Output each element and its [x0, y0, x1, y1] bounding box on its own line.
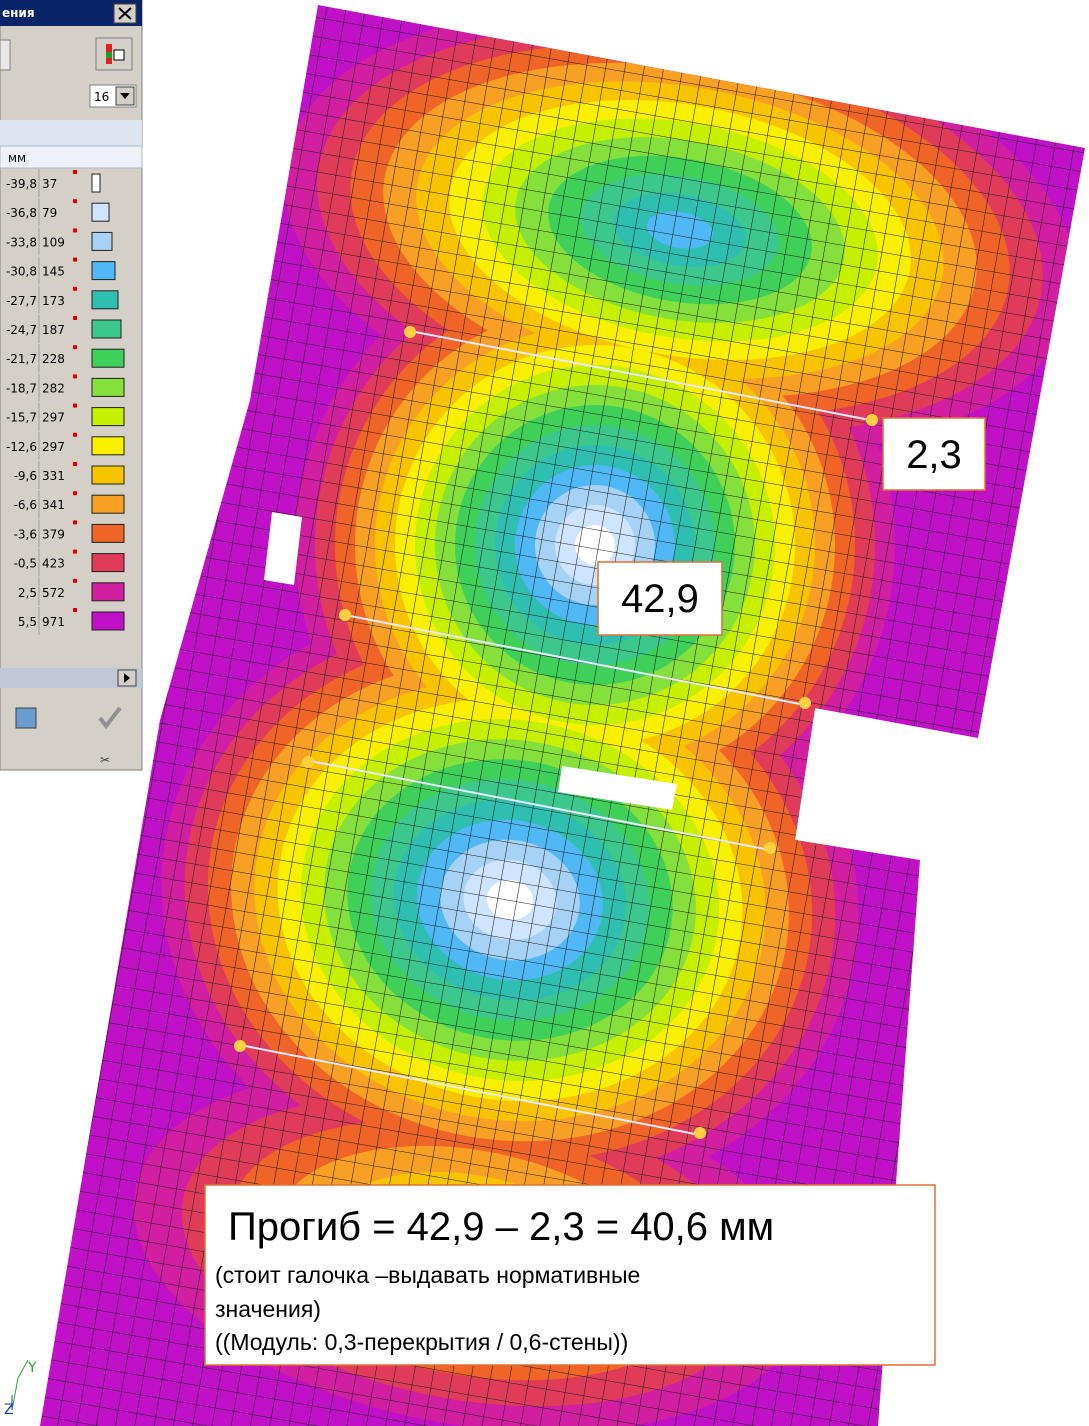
axis-y: Y — [27, 1360, 37, 1376]
legend-count: 297 — [42, 440, 65, 454]
legend-swatch — [92, 408, 124, 426]
legend-count: 297 — [42, 411, 65, 425]
legend-swatch — [92, 437, 124, 455]
legend-swatch — [92, 583, 124, 601]
center-callout: 42,9 — [598, 562, 722, 635]
legend-swatch — [92, 495, 124, 513]
axis-z: Z — [4, 1402, 14, 1418]
legend-marker — [73, 462, 77, 466]
close-button[interactable] — [114, 4, 136, 23]
legend-value: -18,7 — [6, 381, 37, 395]
legend-count: 109 — [42, 235, 65, 249]
legend-value: -3,6 — [14, 527, 37, 541]
legend-swatch — [92, 349, 124, 367]
settings-button[interactable] — [16, 708, 36, 728]
legend-marker — [73, 258, 77, 262]
legend-count: 572 — [42, 586, 65, 600]
button[interactable] — [0, 40, 10, 70]
count-select[interactable]: 16 — [90, 85, 136, 107]
legend-value: -33,8 — [6, 235, 37, 249]
legend-marker — [73, 491, 77, 495]
page: {"window":{"title":"ения","count_select"… — [0, 0, 1089, 1426]
note-line: (стоит галочка –выдавать нормативные — [215, 1262, 640, 1288]
legend-count: 331 — [42, 469, 65, 483]
formula: Прогиб = 42,9 – 2,3 = 40,6 мм — [228, 1205, 774, 1249]
center-value: 42,9 — [621, 577, 699, 621]
legend-swatch — [92, 232, 112, 250]
legend-count: 379 — [42, 527, 65, 541]
legend-value: -30,8 — [6, 265, 37, 279]
legend-value: 5,5 — [18, 615, 37, 629]
legend-count: 423 — [42, 557, 65, 571]
legend-value: -36,8 — [6, 206, 37, 220]
legend-swatch — [92, 320, 121, 338]
axis-marker: Y Z — [4, 1360, 37, 1418]
legend-marker — [73, 228, 77, 232]
legend-marker — [73, 345, 77, 349]
legend-marker — [73, 316, 77, 320]
legend-value: 2,5 — [18, 586, 37, 600]
legend-count: 971 — [42, 615, 65, 629]
legend-marker — [73, 550, 77, 554]
legend-swatch — [92, 174, 100, 192]
support-callout: 2,3 — [883, 418, 985, 490]
legend-value: -15,7 — [6, 411, 37, 425]
legend-marker — [73, 520, 77, 524]
note-callout: Прогиб = 42,9 – 2,3 = 40,6 мм (стоит гал… — [205, 1185, 935, 1365]
legend-value: -12,6 — [6, 440, 37, 454]
legend-count: 187 — [42, 323, 65, 337]
legend-window: ения 16 мм -39,8 37 -36,8 79 -33,8 109 -30,8 14… — [0, 0, 142, 770]
legend-marker — [73, 287, 77, 291]
legend-swatch — [92, 291, 118, 309]
legend-marker — [73, 404, 77, 408]
legend-swatch — [92, 466, 124, 484]
legend-value: -6,6 — [14, 498, 37, 512]
legend-count: 228 — [42, 352, 65, 366]
legend-value: -9,6 — [14, 469, 37, 483]
legend-value: -21,7 — [6, 352, 37, 366]
legend-value: -0,5 — [14, 557, 37, 571]
legend-swatch — [92, 378, 124, 396]
legend-marker — [73, 433, 77, 437]
legend-value: -24,7 — [6, 323, 37, 337]
palette-button[interactable] — [96, 38, 132, 70]
count-select-value: 16 — [94, 90, 109, 104]
support-value: 2,3 — [906, 433, 962, 477]
legend-swatch — [92, 262, 115, 280]
legend-count: 79 — [42, 206, 57, 220]
cancel-button[interactable]: ✂ — [100, 753, 110, 767]
window-title: ения — [2, 6, 35, 20]
screen: ения 16 мм -39,8 37 -36,8 79 -33,8 109 -30,8 14… — [0, 0, 1089, 1426]
note-line: значения) — [215, 1296, 321, 1322]
legend-swatch — [92, 203, 109, 221]
legend-count: 341 — [42, 498, 65, 512]
legend-marker — [73, 608, 77, 612]
module-note: ((Модуль: 0,3-перекрытия / 0,6-стены)) — [215, 1329, 628, 1355]
legend-swatch — [92, 554, 124, 572]
legend-count: 173 — [42, 294, 65, 308]
legend-count: 145 — [42, 265, 65, 279]
legend-value: -39,8 — [6, 177, 37, 191]
legend-swatch — [92, 524, 124, 542]
legend-count: 282 — [42, 381, 65, 395]
legend-count: 37 — [42, 177, 57, 191]
legend-marker — [73, 199, 77, 203]
legend-marker — [73, 374, 77, 378]
unit-header: мм — [8, 151, 26, 165]
legend-marker — [73, 170, 77, 174]
legend-swatch — [92, 612, 124, 630]
legend-marker — [73, 579, 77, 583]
legend-value: -27,7 — [6, 294, 37, 308]
